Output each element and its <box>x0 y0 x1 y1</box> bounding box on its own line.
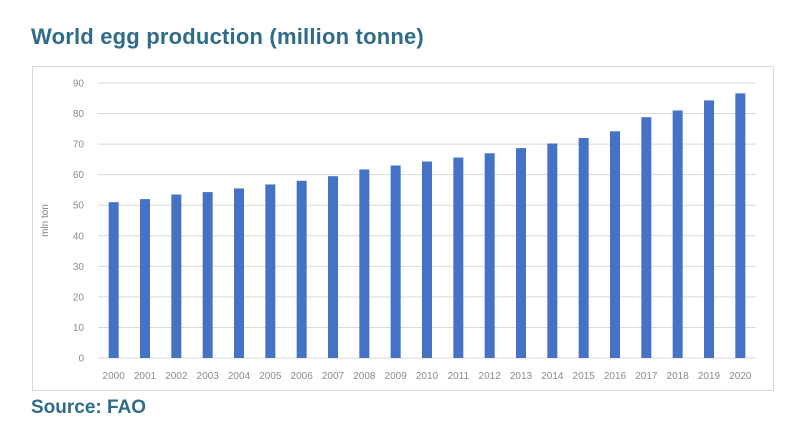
bar <box>202 192 213 358</box>
x-tick-label: 2016 <box>604 371 627 382</box>
bar <box>516 148 526 358</box>
y-tick-label: 50 <box>73 201 85 212</box>
x-tick-label: 2013 <box>510 371 533 382</box>
bar <box>610 131 620 358</box>
bar <box>108 202 119 358</box>
bar <box>234 188 244 358</box>
y-tick-label: 70 <box>73 140 85 151</box>
y-tick-label: 30 <box>73 262 85 273</box>
x-tick-label: 2018 <box>667 371 690 382</box>
x-tick-label: 2010 <box>416 371 439 382</box>
bar <box>265 184 276 358</box>
y-tick-label: 80 <box>73 109 85 120</box>
x-tick-label: 2005 <box>259 371 282 382</box>
y-tick-label: 0 <box>78 354 84 365</box>
x-tick-label: 2000 <box>103 371 126 382</box>
bar <box>578 138 589 358</box>
bar <box>390 165 401 358</box>
bar <box>328 176 338 358</box>
x-tick-label: 2012 <box>479 371 502 382</box>
y-tick-label: 10 <box>73 323 85 334</box>
bar <box>422 161 432 358</box>
x-tick-label: 2002 <box>165 371 188 382</box>
y-tick-label: 90 <box>73 79 85 90</box>
x-tick-label: 2015 <box>573 371 596 382</box>
y-tick-label: 40 <box>73 231 85 242</box>
x-tick-label: 2003 <box>197 371 220 382</box>
bar <box>453 157 464 358</box>
bar <box>359 169 370 358</box>
bar <box>140 199 150 358</box>
x-tick-label: 2004 <box>228 371 251 382</box>
chart-title: World egg production (million tonne) <box>31 24 424 49</box>
x-tick-label: 2014 <box>541 371 564 382</box>
x-tick-label: 2008 <box>353 371 376 382</box>
bar <box>484 153 495 358</box>
y-tick-label: 20 <box>73 292 85 303</box>
y-axis-label: mln ton <box>40 204 51 237</box>
bar <box>704 100 714 359</box>
bar <box>672 110 683 358</box>
bar <box>547 143 558 358</box>
x-tick-label: 2001 <box>134 371 157 382</box>
x-tick-label: 2009 <box>385 371 408 382</box>
x-tick-label: 2006 <box>291 371 314 382</box>
x-tick-label: 2011 <box>448 371 470 382</box>
bar <box>296 180 307 358</box>
y-tick-label: 60 <box>73 170 85 181</box>
bar <box>171 194 182 358</box>
x-tick-label: 2019 <box>698 371 721 382</box>
x-tick-label: 2017 <box>635 371 658 382</box>
x-tick-label: 2020 <box>729 371 752 382</box>
x-tick-label: 2007 <box>322 371 345 382</box>
bar <box>641 117 652 358</box>
bar <box>735 93 746 358</box>
source-note: Source: FAO <box>31 397 147 418</box>
